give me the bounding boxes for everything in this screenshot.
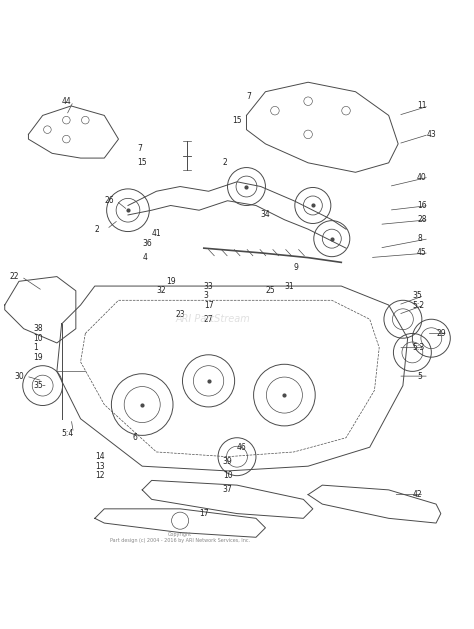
Text: 37: 37: [223, 486, 233, 494]
Text: 43: 43: [427, 130, 437, 139]
Text: 11: 11: [417, 101, 427, 111]
Text: ARI PartStream: ARI PartStream: [176, 314, 251, 324]
Text: 15: 15: [232, 116, 242, 125]
Text: 46: 46: [237, 443, 247, 452]
Text: 28: 28: [417, 215, 427, 224]
Text: 17: 17: [204, 301, 213, 309]
Text: 7: 7: [137, 144, 142, 153]
Text: 36: 36: [142, 239, 152, 248]
Text: 10: 10: [223, 471, 232, 480]
Text: 14: 14: [95, 452, 104, 461]
Text: 1: 1: [33, 343, 38, 352]
Text: 32: 32: [156, 286, 166, 295]
Text: 9: 9: [294, 262, 299, 272]
Text: 12: 12: [95, 471, 104, 480]
Text: 41: 41: [152, 230, 161, 238]
Text: 6: 6: [133, 433, 137, 442]
Text: 8: 8: [417, 234, 422, 243]
Text: 10: 10: [33, 334, 43, 343]
Text: 5: 5: [417, 372, 422, 381]
Text: 26: 26: [104, 196, 114, 205]
Text: 17: 17: [199, 509, 209, 518]
Text: 15: 15: [137, 159, 147, 167]
Text: 31: 31: [284, 282, 294, 291]
Text: 39: 39: [223, 457, 233, 466]
Text: 5:2: 5:2: [412, 301, 425, 309]
Text: 5:3: 5:3: [412, 343, 425, 352]
Text: 35: 35: [412, 291, 422, 300]
Text: 4: 4: [142, 253, 147, 262]
Text: 16: 16: [417, 201, 427, 210]
Text: 25: 25: [265, 286, 275, 295]
Text: 19: 19: [166, 277, 175, 286]
Text: Copyright
Part design (c) 2004 - 2016 by ARI Network Services, Inc.: Copyright Part design (c) 2004 - 2016 by…: [110, 532, 250, 543]
Text: 42: 42: [412, 490, 422, 499]
Text: 2: 2: [95, 225, 100, 234]
Text: 40: 40: [417, 172, 427, 182]
Text: 22: 22: [9, 272, 19, 281]
Text: 5:4: 5:4: [62, 428, 74, 438]
Text: 45: 45: [417, 248, 427, 257]
Text: 3: 3: [204, 291, 209, 300]
Text: 30: 30: [14, 372, 24, 381]
Text: 19: 19: [33, 353, 43, 362]
Text: 23: 23: [175, 310, 185, 319]
Text: 44: 44: [62, 97, 72, 106]
Text: 13: 13: [95, 462, 104, 470]
Text: 33: 33: [204, 282, 214, 291]
Text: 7: 7: [246, 92, 251, 101]
Text: 2: 2: [223, 159, 228, 167]
Text: 34: 34: [261, 211, 271, 220]
Text: 29: 29: [436, 329, 446, 338]
Text: 38: 38: [33, 324, 43, 333]
Text: 27: 27: [204, 314, 213, 324]
Text: 35: 35: [33, 381, 43, 390]
